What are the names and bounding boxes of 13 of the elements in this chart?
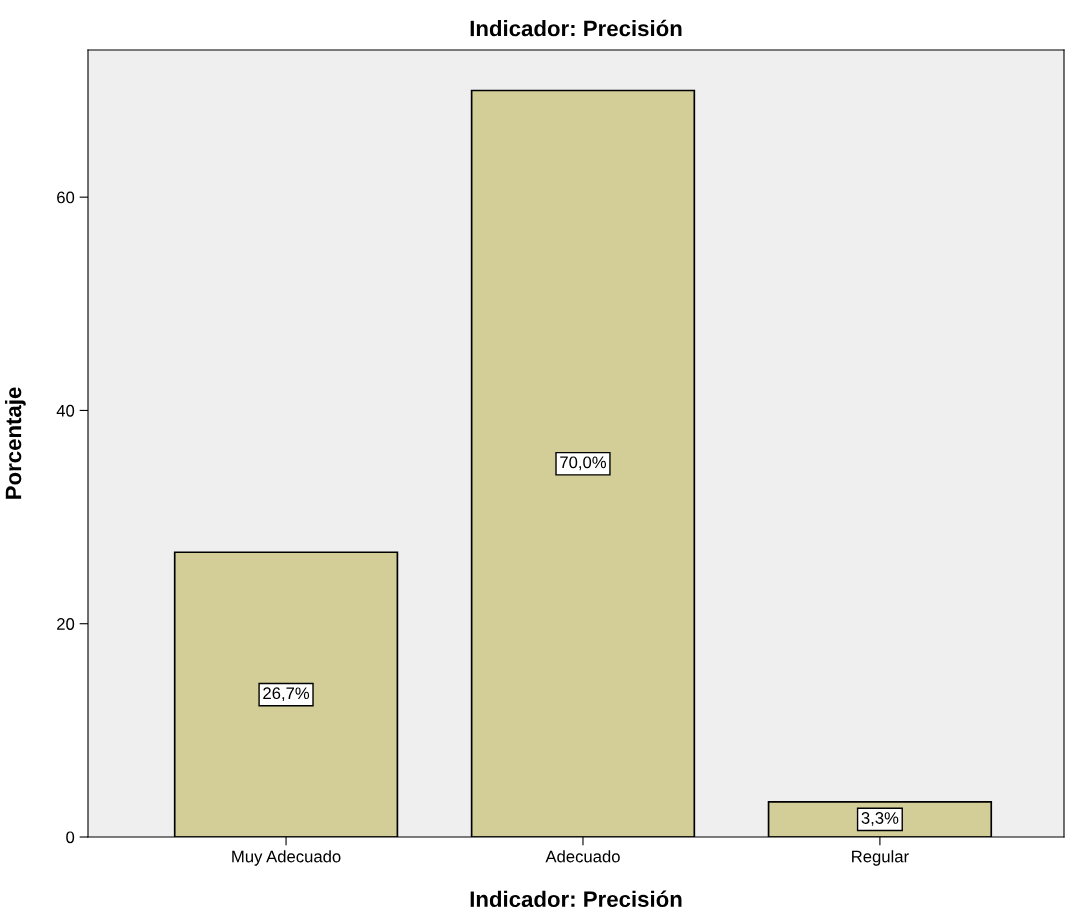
y-tick-label: 20 [57, 618, 75, 630]
y-tick-label: 0 [66, 831, 75, 844]
data-label: 70,0% [560, 456, 607, 471]
x-tick-label: Adecuado [545, 850, 620, 863]
x-tick-label: Regular [852, 850, 909, 866]
x-tick-label: Muy Adecuado [232, 850, 341, 866]
y-axis-title: Porcentaje [5, 387, 26, 499]
data-label: 3,3% [861, 812, 899, 826]
y-tick-label: 60 [57, 191, 75, 204]
x-axis-title: Indicador: Precisión [470, 890, 682, 908]
chart-title: Indicador: Precisión [470, 19, 682, 37]
y-tick-label: 40 [56, 404, 75, 417]
data-label: 26,7% [263, 687, 310, 702]
